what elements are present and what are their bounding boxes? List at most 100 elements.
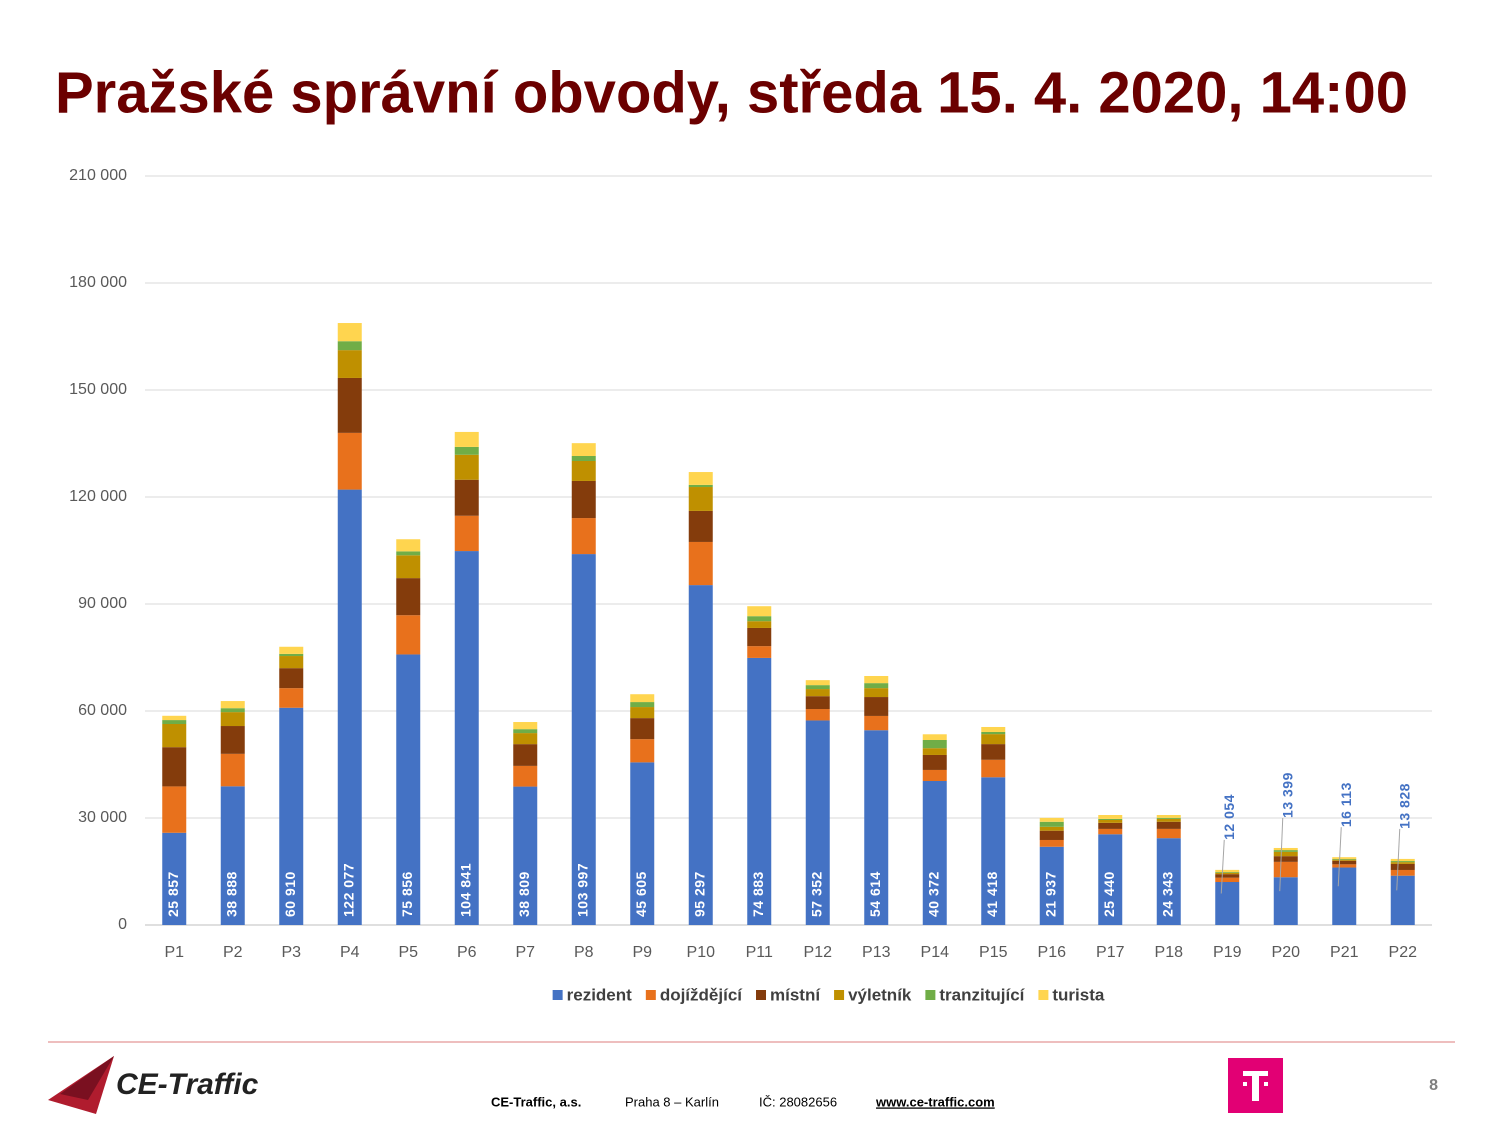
bar-segment [571,455,596,461]
bar-segment [396,578,421,616]
bar-segment [513,733,538,745]
legend-label: rezident [567,985,633,1004]
leader-line [1396,828,1401,891]
bar-segment [220,708,245,713]
bar-segment [1390,869,1415,876]
bar-segment [688,585,713,925]
x-tick-label: P4 [340,944,360,961]
bar-segment [454,446,479,455]
footer-web[interactable]: www.ce-traffic.com [875,1094,995,1109]
legend-swatch [552,990,563,1000]
bar-segment [396,555,421,579]
telekom-logo-dot [1264,1082,1268,1086]
data-label: 104 841 [457,863,473,917]
bar-segment [1098,815,1123,819]
y-tick-label: 180 000 [69,274,127,291]
y-tick-label: 150 000 [69,381,127,398]
bar-segment [805,720,830,925]
bar-segment [571,460,596,481]
logo-swoosh-dark [60,1056,114,1100]
bar-segment [981,777,1006,925]
data-label: 54 614 [867,871,883,917]
bar-segment [922,748,947,755]
x-tick-label: P3 [281,944,301,961]
x-tick-label: P8 [574,944,594,961]
bar-segment [1039,839,1064,847]
bar-segment [630,694,655,703]
legend-swatch [925,990,936,1000]
bar-segment [805,689,830,697]
bar-segment [1215,877,1240,883]
bar-segment [1039,826,1064,831]
telekom-logo-stem [1252,1071,1259,1101]
telekom-logo-dot [1243,1082,1247,1086]
bar-segment [279,656,304,669]
bar-segment [571,480,596,519]
data-label: 40 372 [925,871,941,917]
bar-segment [279,646,304,654]
bar-segment [688,472,713,485]
bar-segment [454,431,479,447]
bar-segment [1273,850,1298,852]
bar-segment [864,688,889,698]
bar-segment [337,341,362,351]
bar-segment [922,754,947,770]
bar-segment [220,701,245,709]
x-tick-label: P2 [223,944,243,961]
bar-segment [1039,817,1064,822]
bar-segment [805,696,830,710]
footer-id: IČ: 28082656 [759,1094,837,1109]
bar-segment [162,786,187,833]
x-tick-label: P22 [1389,944,1418,961]
leader-line [1279,817,1284,892]
data-label: 45 605 [633,871,649,917]
bar-segment [630,707,655,719]
bar-segment [513,744,538,766]
legend-swatch [1038,990,1049,1000]
bar-segment [162,747,187,787]
x-tick-label: P14 [921,944,950,961]
bar-segment [922,734,947,740]
bar-segment [1098,819,1123,823]
bar-segment [1273,861,1298,878]
bar-segment [513,765,538,787]
x-tick-label: P9 [632,944,652,961]
bar-segment [747,621,772,628]
bar-segment [396,539,421,552]
bar-segment [1156,817,1181,819]
bar-segment [571,443,596,456]
bar-segment [396,654,421,925]
bar-segment [337,323,362,342]
y-tick-label: 30 000 [78,809,127,826]
bar-segment [279,688,304,708]
bar-segment [1390,863,1415,870]
bar-segment [805,685,830,690]
bar-segment [981,726,1006,732]
bar-segment [1215,882,1240,925]
bar-segment [1039,846,1064,925]
x-tick-label: P20 [1272,944,1301,961]
bar-segment [1215,874,1240,878]
data-label: 95 297 [691,871,707,917]
bar-segment [864,675,889,684]
bar-segment [1215,872,1240,873]
bar-segment [805,709,830,721]
bar-segment [630,762,655,925]
bar-segment [1332,864,1357,868]
bar-segment [1098,818,1123,820]
bar-segment [220,712,245,727]
bar-segment [1332,858,1357,860]
title: Pražské správní obvody, středa 15. 4. 20… [55,60,1408,125]
bar-segment [747,606,772,617]
bar-segment [571,554,596,925]
bar-segment [162,720,187,724]
bar-segment [1098,822,1123,829]
bar-segment [1156,818,1181,822]
data-label: 13 399 [1279,772,1295,818]
page-number: 8 [1429,1077,1438,1094]
bar-segment [981,759,1006,778]
bar-segment [922,781,947,925]
bar-segment [688,484,713,488]
data-label: 60 910 [282,871,298,917]
bar-segment [922,739,947,749]
